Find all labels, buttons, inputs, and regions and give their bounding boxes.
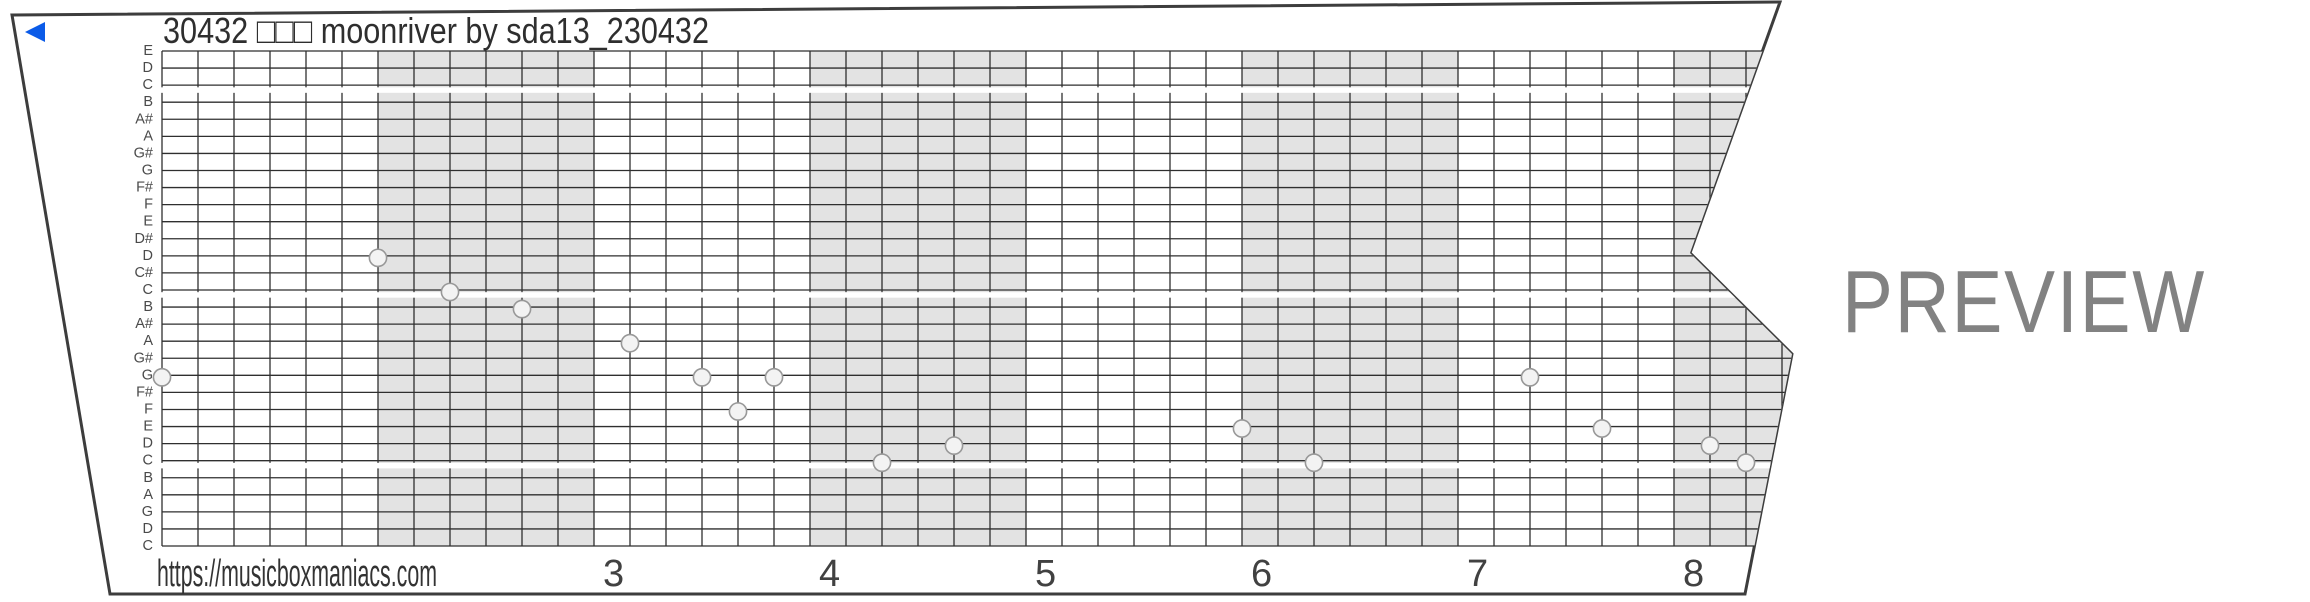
note-circle-e	[1232, 419, 1252, 438]
note-pins	[152, 248, 1756, 473]
row-label: C	[143, 453, 153, 469]
row-label: C	[143, 538, 153, 554]
row-label: F#	[136, 180, 153, 196]
octave-break-band	[161, 87, 1792, 93]
row-label: F#	[136, 384, 153, 400]
beat-number: 7	[1467, 553, 1488, 595]
footer-url: https://musicboxmaniacs.com	[157, 553, 437, 595]
row-label: A	[143, 128, 153, 144]
row-label: C	[143, 282, 153, 298]
row-label: D	[143, 436, 153, 452]
beat-number: 3	[603, 553, 624, 595]
row-label: B	[143, 94, 153, 110]
preview-watermark: PREVIEW	[1842, 252, 2206, 351]
row-label: G#	[134, 350, 153, 366]
row-label: G	[142, 504, 153, 520]
row-label: A	[143, 333, 153, 349]
row-label: C	[143, 77, 153, 93]
row-label: G#	[134, 145, 153, 161]
note-circle-b	[512, 299, 532, 319]
note-circle-c	[440, 282, 460, 302]
row-label: G	[142, 367, 153, 383]
note-circle-c	[1736, 453, 1756, 473]
beat-number: 4	[819, 553, 840, 595]
row-label: A#	[135, 316, 153, 332]
note-circle-g	[1520, 367, 1540, 387]
beat-number: 5	[1035, 553, 1056, 595]
octave-break-band	[161, 462, 1792, 469]
row-label: B	[143, 299, 153, 315]
note-circle-g	[152, 367, 172, 387]
octave-break-bands	[161, 87, 1792, 469]
note-circle-c	[1304, 453, 1324, 473]
row-label: D	[143, 521, 153, 537]
octave-break-band	[161, 292, 1792, 298]
note-circle-d	[1700, 436, 1720, 456]
note-circle-g	[764, 367, 784, 387]
note-circle-d	[368, 248, 388, 268]
row-label: B	[143, 470, 153, 486]
strip-title: 30432 □□□ moonriver by sda13_230432	[163, 10, 709, 51]
note-circle-d	[944, 436, 964, 456]
row-label: E	[143, 43, 153, 59]
row-label: D	[143, 60, 153, 76]
direction-arrow-icon	[25, 22, 45, 42]
row-label: F	[144, 401, 153, 417]
note-circle-g	[692, 367, 712, 387]
note-circle-c	[872, 453, 892, 473]
row-label: A#	[135, 111, 153, 127]
beat-numbers: 3 4 5 6 7 8	[603, 553, 1704, 595]
note-circle-a	[620, 333, 640, 353]
beat-number: 6	[1251, 553, 1272, 595]
note-circle-e	[1592, 419, 1612, 438]
row-label: D#	[134, 231, 153, 247]
row-label: D	[143, 248, 153, 264]
row-label: F	[144, 197, 153, 213]
row-label: C#	[134, 265, 153, 281]
row-label: E	[143, 419, 153, 435]
beat-number: 8	[1683, 553, 1704, 595]
row-label: E	[143, 214, 153, 230]
row-label: G	[142, 162, 153, 178]
note-circle-f	[728, 402, 748, 421]
row-label: A	[143, 487, 153, 503]
